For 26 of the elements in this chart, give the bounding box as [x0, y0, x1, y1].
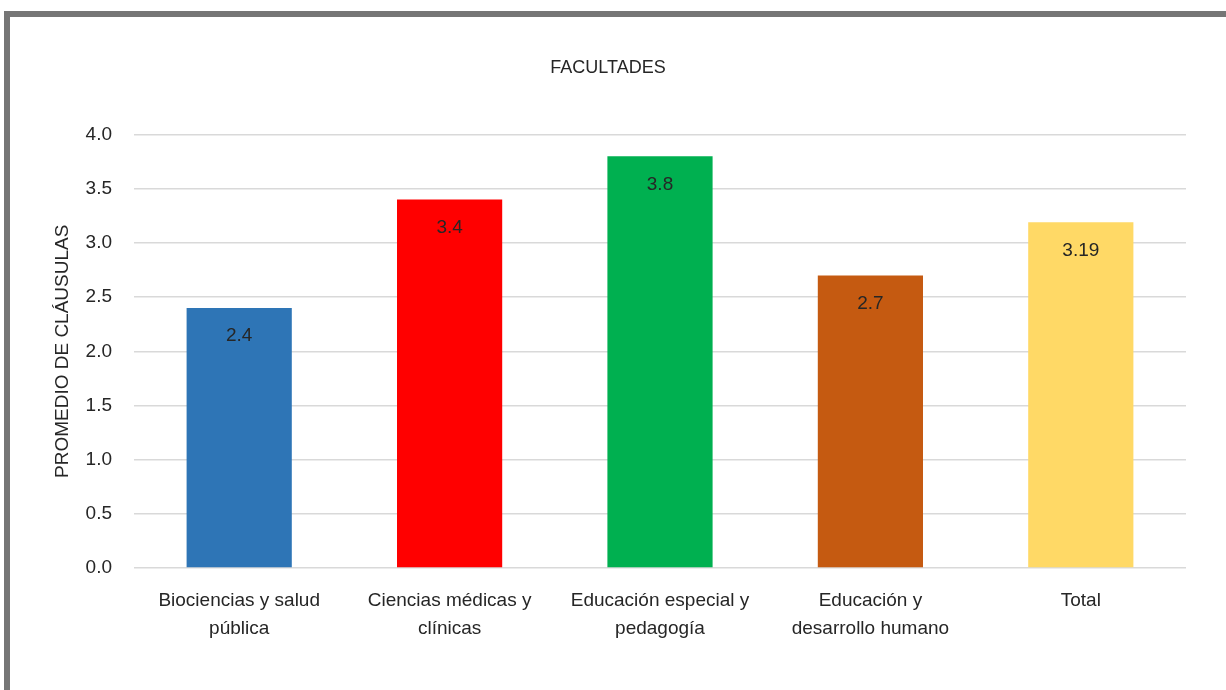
y-tick-label: 2.5	[85, 285, 112, 307]
data-label: 3.19	[1062, 238, 1100, 260]
y-tick-label: 1.0	[85, 447, 112, 469]
y-tick-label: 2.0	[85, 339, 112, 361]
bar	[607, 156, 713, 568]
x-tick-label: Educación especial y pedagogía	[570, 589, 750, 639]
data-label: 2.7	[857, 291, 884, 313]
bar	[397, 199, 503, 568]
x-tick-label: Educación y desarrollo humano	[791, 589, 950, 639]
data-label: 3.4	[436, 215, 464, 237]
y-tick-label: 4.0	[85, 122, 112, 144]
bar	[186, 307, 292, 568]
y-tick-label: 0.5	[85, 502, 112, 524]
y-tick-label: 3.0	[85, 231, 112, 253]
chart-title: FACULTADES	[550, 56, 666, 77]
data-label: 2.4	[225, 324, 253, 346]
data-label: 3.8	[646, 172, 674, 194]
x-tick-label: Ciencias médicas y clínicas	[367, 589, 532, 639]
x-tick-label: Total	[1060, 589, 1101, 611]
y-tick-label: 1.5	[85, 393, 112, 415]
bar	[817, 275, 923, 568]
y-tick-label: 0.0	[85, 556, 112, 578]
y-axis-title: PROMEDIO DE CLÁUSULAS	[50, 224, 72, 478]
bar	[1028, 222, 1134, 568]
x-tick-label: Biociencias y salud pública	[158, 589, 320, 639]
y-tick-label: 3.5	[85, 177, 112, 199]
